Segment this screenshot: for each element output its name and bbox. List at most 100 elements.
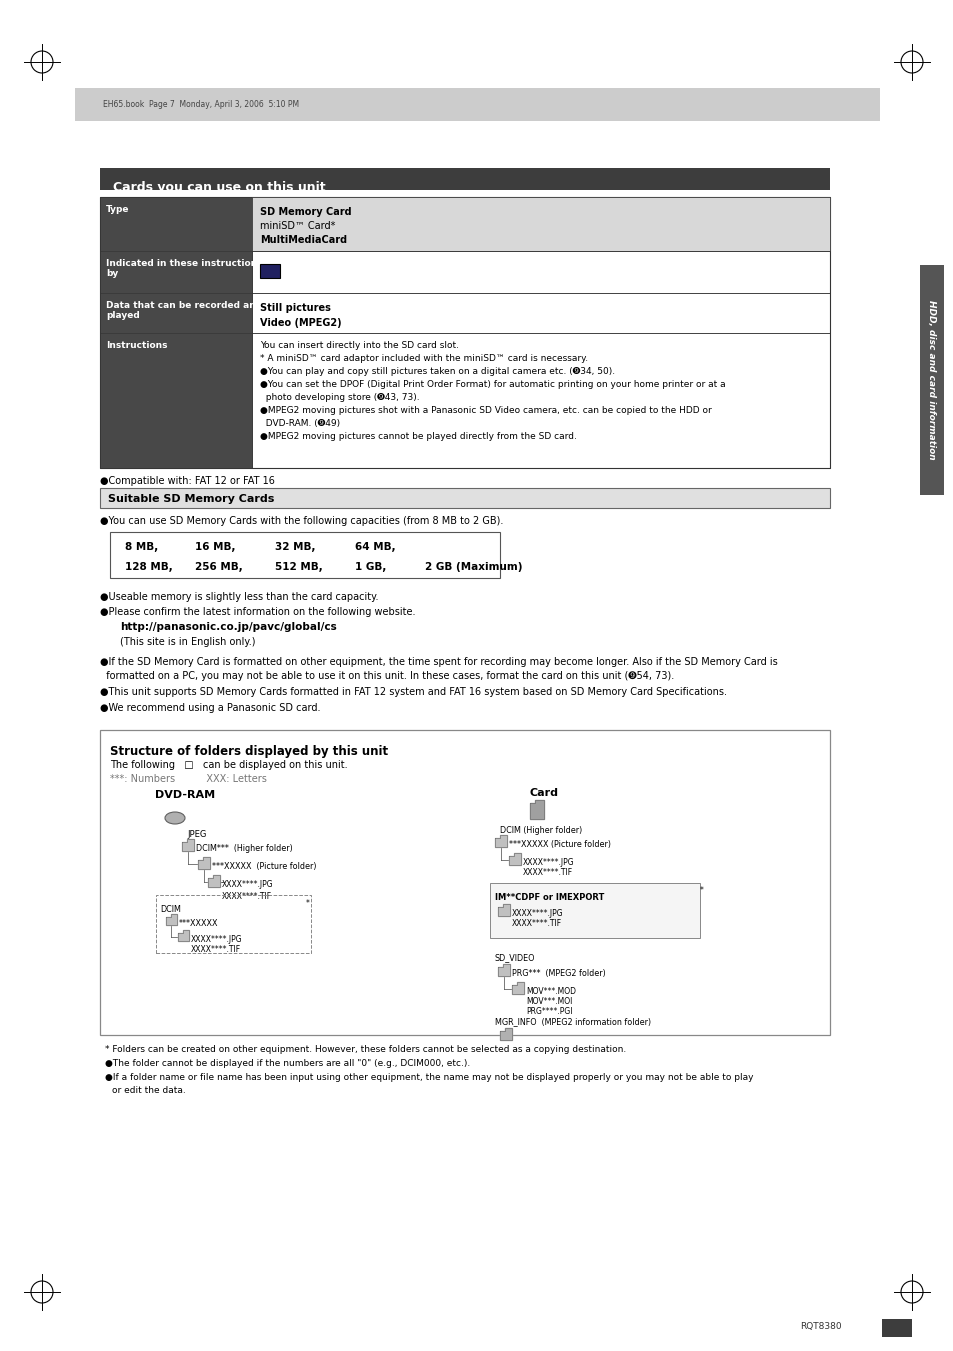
Text: ●You can set the DPOF (Digital Print Order Format) for automatic printing on you: ●You can set the DPOF (Digital Print Ord… [260, 380, 725, 389]
Text: 1 GB,: 1 GB, [355, 562, 386, 571]
Text: MGR_INFO  (MPEG2 information folder): MGR_INFO (MPEG2 information folder) [495, 1017, 651, 1025]
Text: ●You can use SD Memory Cards with the following capacities (from 8 MB to 2 GB).: ●You can use SD Memory Cards with the fo… [100, 516, 503, 526]
Text: ●MPEG2 moving pictures shot with a Panasonic SD Video camera, etc. can be copied: ●MPEG2 moving pictures shot with a Panas… [260, 407, 711, 415]
Text: MultiMediaCard: MultiMediaCard [260, 235, 347, 245]
Text: XXXX****.TIF: XXXX****.TIF [512, 919, 561, 928]
Polygon shape [509, 852, 520, 865]
Text: formatted on a PC, you may not be able to use it on this unit. In these cases, f: formatted on a PC, you may not be able t… [100, 671, 674, 681]
FancyBboxPatch shape [490, 884, 700, 938]
Polygon shape [530, 800, 543, 819]
Polygon shape [166, 915, 177, 925]
Text: ***XXXXX: ***XXXXX [179, 919, 218, 928]
Text: 16 MB,: 16 MB, [194, 542, 235, 553]
Text: PRG****.PGI: PRG****.PGI [525, 1006, 572, 1016]
Text: Indicated in these instructions
by: Indicated in these instructions by [106, 259, 262, 278]
Text: ***: Numbers          XXX: Letters: ***: Numbers XXX: Letters [110, 774, 267, 784]
FancyBboxPatch shape [882, 1319, 911, 1337]
Text: MOV***.MOI: MOV***.MOI [525, 997, 572, 1006]
Text: * A miniSD™ card adaptor included with the miniSD™ card is necessary.: * A miniSD™ card adaptor included with t… [260, 354, 587, 363]
Text: HDD, disc and card information: HDD, disc and card information [926, 300, 936, 459]
Text: XXXX****.TIF: XXXX****.TIF [222, 892, 272, 901]
FancyBboxPatch shape [100, 332, 252, 467]
Polygon shape [495, 835, 506, 847]
FancyBboxPatch shape [100, 168, 829, 190]
Text: Data that can be recorded and
played: Data that can be recorded and played [106, 301, 262, 320]
Text: XXXX****.TIF: XXXX****.TIF [522, 867, 573, 877]
Text: 256 MB,: 256 MB, [194, 562, 242, 571]
Text: (This site is in English only.): (This site is in English only.) [120, 638, 255, 647]
Text: 8 MB,: 8 MB, [125, 542, 158, 553]
Text: XXXX****.JPG: XXXX****.JPG [522, 858, 574, 867]
Text: XXXX****.JPG: XXXX****.JPG [512, 909, 563, 917]
Text: JPEG: JPEG [187, 830, 206, 839]
Text: Card: Card [530, 788, 558, 798]
Text: ●The folder cannot be displayed if the numbers are all "0" (e.g., DCIM000, etc.): ●The folder cannot be displayed if the n… [105, 1059, 470, 1069]
Text: ●This unit supports SD Memory Cards formatted in FAT 12 system and FAT 16 system: ●This unit supports SD Memory Cards form… [100, 688, 726, 697]
Text: MOV***.MOD: MOV***.MOD [525, 988, 576, 996]
Polygon shape [497, 904, 510, 916]
Polygon shape [178, 929, 189, 942]
Text: 2 GB (Maximum): 2 GB (Maximum) [424, 562, 522, 571]
Text: miniSD™ Card*: miniSD™ Card* [260, 222, 335, 231]
FancyBboxPatch shape [919, 265, 943, 494]
Text: You can insert directly into the SD card slot.: You can insert directly into the SD card… [260, 340, 458, 350]
FancyBboxPatch shape [100, 293, 252, 332]
FancyBboxPatch shape [252, 197, 829, 251]
FancyBboxPatch shape [75, 88, 879, 122]
Text: Structure of folders displayed by this unit: Structure of folders displayed by this u… [110, 744, 388, 758]
Text: XXXX****.TIF: XXXX****.TIF [191, 944, 241, 954]
Text: XXXX****.JPG: XXXX****.JPG [191, 935, 242, 944]
Text: ●Compatible with: FAT 12 or FAT 16: ●Compatible with: FAT 12 or FAT 16 [100, 476, 274, 486]
Text: Video (MPEG2): Video (MPEG2) [260, 317, 341, 328]
FancyBboxPatch shape [100, 197, 252, 251]
Text: 64 MB,: 64 MB, [355, 542, 395, 553]
Text: Still pictures: Still pictures [260, 303, 331, 313]
Text: 7: 7 [892, 1328, 901, 1342]
Text: Instructions: Instructions [106, 340, 168, 350]
Text: ●Please confirm the latest information on the following website.: ●Please confirm the latest information o… [100, 607, 416, 617]
Text: XXXX****.JPG: XXXX****.JPG [222, 880, 274, 889]
Text: or edit the data.: or edit the data. [112, 1086, 186, 1096]
Text: EH65.book  Page 7  Monday, April 3, 2006  5:10 PM: EH65.book Page 7 Monday, April 3, 2006 5… [103, 100, 299, 109]
FancyBboxPatch shape [100, 488, 829, 508]
Text: DCIM***  (Higher folder): DCIM*** (Higher folder) [195, 844, 293, 852]
Text: *: * [306, 898, 310, 908]
Text: RQT8380: RQT8380 [800, 1323, 841, 1331]
Text: *: * [700, 886, 703, 894]
Text: ●Useable memory is slightly less than the card capacity.: ●Useable memory is slightly less than th… [100, 592, 378, 603]
Text: IM**CDPF or IMEXPORT: IM**CDPF or IMEXPORT [495, 893, 604, 902]
Text: Cards you can use on this unit: Cards you can use on this unit [112, 181, 325, 195]
Text: ***XXXXX (Picture folder): ***XXXXX (Picture folder) [509, 840, 610, 848]
Text: http://panasonic.co.jp/pavc/global/cs: http://panasonic.co.jp/pavc/global/cs [120, 621, 336, 632]
Text: ***XXXXX  (Picture folder): ***XXXXX (Picture folder) [212, 862, 316, 871]
Text: The following   □   can be displayed on this unit.: The following □ can be displayed on this… [110, 761, 347, 770]
Text: DCIM: DCIM [160, 905, 181, 915]
Text: photo developing store (➒43, 73).: photo developing store (➒43, 73). [260, 393, 419, 403]
Text: 128 MB,: 128 MB, [125, 562, 172, 571]
Bar [156, 894, 311, 952]
Polygon shape [182, 839, 193, 851]
Text: ●If the SD Memory Card is formatted on other equipment, the time spent for recor: ●If the SD Memory Card is formatted on o… [100, 657, 777, 667]
Polygon shape [497, 965, 510, 975]
Text: 512 MB,: 512 MB, [274, 562, 322, 571]
Text: SD Memory Card: SD Memory Card [260, 207, 352, 218]
Text: DVD-RAM. (➒49): DVD-RAM. (➒49) [260, 419, 340, 428]
Text: SD: SD [262, 267, 274, 277]
Text: DVD-RAM: DVD-RAM [154, 790, 214, 800]
Ellipse shape [165, 812, 185, 824]
Text: ●You can play and copy still pictures taken on a digital camera etc. (➒34, 50).: ●You can play and copy still pictures ta… [260, 367, 615, 376]
Polygon shape [499, 1028, 512, 1040]
Text: PRG***  (MPEG2 folder): PRG*** (MPEG2 folder) [512, 969, 605, 978]
Polygon shape [208, 875, 220, 888]
Text: 32 MB,: 32 MB, [274, 542, 315, 553]
Text: ●We recommend using a Panasonic SD card.: ●We recommend using a Panasonic SD card. [100, 703, 320, 713]
Text: Type: Type [106, 205, 130, 213]
Text: DCIM (Higher folder): DCIM (Higher folder) [499, 825, 581, 835]
Text: SD_VIDEO: SD_VIDEO [495, 952, 535, 962]
Polygon shape [512, 982, 523, 994]
Text: ●If a folder name or file name has been input using other equipment, the name ma: ●If a folder name or file name has been … [105, 1073, 753, 1082]
FancyBboxPatch shape [100, 251, 252, 293]
Text: ●MPEG2 moving pictures cannot be played directly from the SD card.: ●MPEG2 moving pictures cannot be played … [260, 432, 577, 440]
FancyBboxPatch shape [260, 263, 280, 278]
Polygon shape [198, 857, 210, 869]
